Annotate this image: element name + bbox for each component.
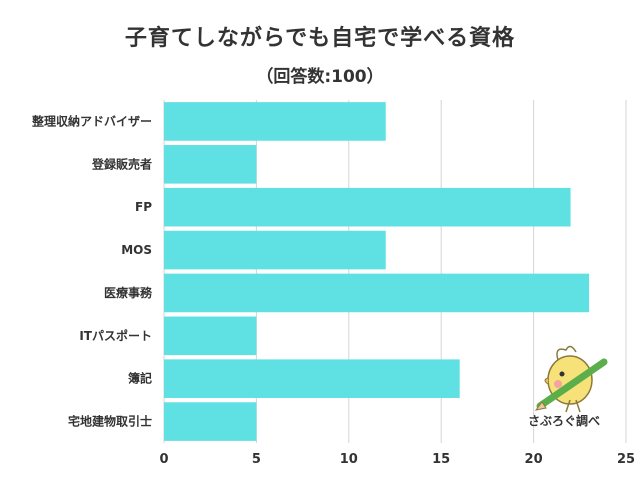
bar <box>164 402 257 441</box>
category-label: MOS <box>121 243 152 257</box>
bar <box>164 145 257 184</box>
bar <box>164 230 386 270</box>
category-label: ITパスポート <box>79 328 152 343</box>
chart-subtitle: （回答数:100） <box>256 67 384 87</box>
bars <box>164 102 590 441</box>
bar <box>164 316 257 356</box>
x-tick-label: 10 <box>340 452 358 467</box>
x-axis-tick-labels: 0 5 10 15 20 25 <box>159 452 635 467</box>
mascot-logo <box>534 345 608 413</box>
category-label: 簿記 <box>128 371 152 386</box>
chart-title: 子育てしながらでも自宅で学べる資格 <box>124 26 516 51</box>
category-label: FP <box>135 200 152 214</box>
x-tick-label: 15 <box>432 452 450 467</box>
bar <box>164 359 460 398</box>
category-label: 登録販売者 <box>91 156 152 171</box>
bar <box>164 273 590 313</box>
category-label: 宅地建物取引士 <box>68 414 152 429</box>
x-tick-label: 25 <box>617 452 635 467</box>
category-label: 医療事務 <box>104 285 153 300</box>
watermark-text: さぶろぐ調べ <box>528 414 601 428</box>
category-label: 整理収納アドバイザー <box>31 113 152 128</box>
bar <box>164 102 386 141</box>
x-tick-label: 20 <box>525 452 543 467</box>
bar <box>164 187 571 227</box>
x-tick-label: 5 <box>252 452 261 467</box>
x-tick-label: 0 <box>159 452 168 467</box>
